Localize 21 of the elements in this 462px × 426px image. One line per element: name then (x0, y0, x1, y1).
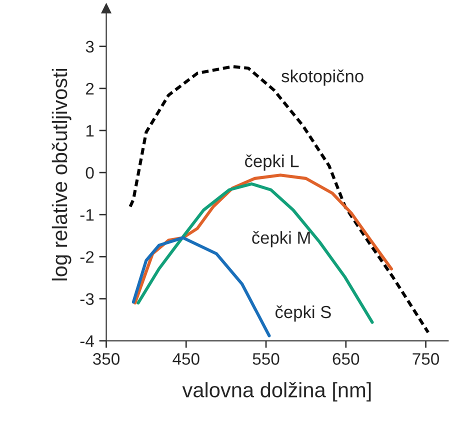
series-label: čepki S (276, 305, 331, 322)
series-label: čepki M (252, 231, 310, 248)
x-tick-label: 750 (412, 353, 440, 365)
series-label: skotopično (282, 70, 364, 86)
x-tick-label: 650 (332, 353, 360, 365)
y-tick-label: 1 (86, 125, 94, 137)
x-tick-label: 350 (92, 353, 120, 365)
series-label: čepki L (245, 154, 299, 171)
x-tick-label: 550 (252, 353, 280, 365)
y-axis-title: log relative občutljivosti (52, 68, 72, 280)
line-series (136, 182, 374, 324)
y-tick-label: -1 (80, 209, 94, 221)
y-tick-label: -3 (80, 293, 94, 305)
x-tick-label: 450 (172, 353, 200, 365)
y-tick-label: -4 (80, 335, 94, 347)
y-tick-label: 2 (86, 82, 94, 94)
y-tick-label: 0 (86, 166, 94, 179)
y-tick-label: 3 (86, 40, 94, 53)
line-series (128, 65, 430, 334)
y-tick-label: -2 (80, 251, 94, 263)
x-axis-title: valovna dolžina [nm] (182, 382, 371, 402)
